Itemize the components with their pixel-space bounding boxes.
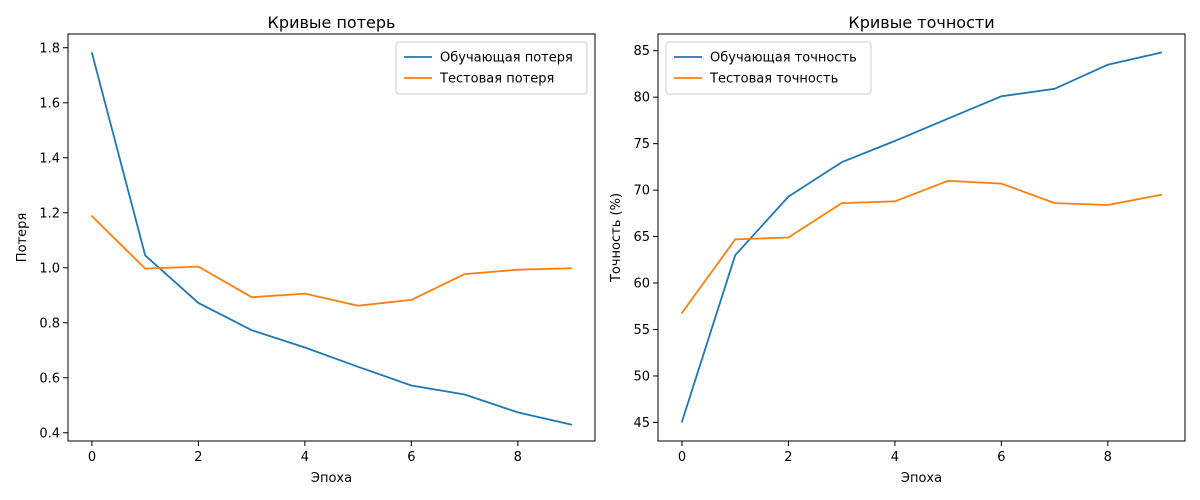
loss-chart-legend-label-2: Тестовая потеря	[439, 72, 554, 87]
accuracy-chart-frame	[657, 33, 1186, 442]
loss-chart-legend-box	[395, 41, 588, 95]
loss-chart-series-line-2	[90, 215, 572, 307]
loss-chart-ytick-label: 1.0	[39, 261, 60, 276]
loss-chart-ytick-label: 0.4	[39, 426, 60, 441]
loss-chart-xtick-label: 6	[407, 450, 415, 465]
accuracy-chart-xtick-label: 0	[678, 450, 686, 465]
loss-chart-ytick-label: 0.6	[39, 371, 60, 386]
loss-chart-series	[90, 52, 573, 426]
accuracy-chart-legend-box	[665, 41, 872, 95]
loss-chart-legend: Обучающая потеря Тестовая потеря	[395, 41, 588, 95]
accuracy-chart-ytick-label: 65	[633, 230, 650, 245]
accuracy-chart-legend: Обучающая точность Тестовая точность	[665, 41, 872, 95]
loss-chart-ytick-label: 1.8	[39, 41, 60, 56]
loss-chart-series-line-1	[90, 52, 573, 426]
loss-chart-xlabel: Эпоха	[311, 471, 352, 486]
accuracy-chart-ytick-label: 75	[633, 137, 650, 152]
accuracy-chart-xtick-label: 6	[997, 450, 1005, 465]
accuracy-chart-ticks: 0 2 4 6 8 45 50 55 60 65 70 75 80 85	[633, 44, 1112, 465]
accuracy-chart-ytick-label: 85	[633, 44, 650, 59]
accuracy-chart-ytick-label: 55	[633, 323, 650, 338]
accuracy-chart-series-line-1	[680, 51, 1163, 423]
accuracy-chart-xlabel: Эпоха	[901, 471, 942, 486]
loss-chart-ytick-label: 1.2	[39, 206, 60, 221]
loss-chart-frame	[67, 33, 596, 442]
loss-chart-xtick-label: 0	[88, 450, 96, 465]
accuracy-chart-ytick-label: 50	[633, 369, 650, 384]
loss-chart-xtick-label: 2	[194, 450, 202, 465]
loss-chart-ytick-label: 1.6	[39, 96, 60, 111]
accuracy-chart-ytick-label: 70	[633, 184, 650, 199]
loss-chart-ytick-label: 0.8	[39, 316, 60, 331]
loss-chart-title: Кривые потерь	[268, 13, 396, 32]
loss-chart: Кривые потерь 0 2 4 6 8 0.4 0.6 0.8 1.0 1.2 1.4 1.6…	[15, 13, 596, 486]
loss-chart-legend-label-1: Обучающая потеря	[440, 51, 573, 66]
loss-chart-ytick-label: 1.4	[39, 151, 60, 166]
accuracy-chart-xtick-label: 4	[891, 450, 899, 465]
accuracy-chart-xtick-label: 8	[1104, 450, 1112, 465]
accuracy-chart-title: Кривые точности	[848, 13, 994, 32]
loss-chart-ticks: 0 2 4 6 8 0.4 0.6 0.8 1.0 1.2 1.4 1.6 1.8	[39, 41, 522, 465]
accuracy-chart-series-line-2	[680, 179, 1163, 315]
accuracy-chart-ytick-label: 60	[633, 277, 650, 292]
loss-chart-ylabel: Потеря	[15, 213, 30, 262]
accuracy-chart-ytick-label: 80	[633, 91, 650, 106]
accuracy-chart-series	[680, 51, 1163, 423]
loss-chart-xtick-label: 4	[301, 450, 309, 465]
accuracy-chart-legend-label-1: Обучающая точность	[710, 51, 857, 66]
accuracy-chart-ylabel: Точность (%)	[609, 193, 624, 283]
accuracy-chart-xtick-label: 2	[784, 450, 792, 465]
accuracy-chart: Кривые точности 0 2 4 6 8455055606570758085 …	[609, 13, 1186, 486]
accuracy-chart-legend-label-2: Тестовая точность	[709, 72, 838, 87]
accuracy-chart-ytick-label: 45	[633, 416, 650, 431]
loss-chart-xtick-label: 8	[514, 450, 522, 465]
